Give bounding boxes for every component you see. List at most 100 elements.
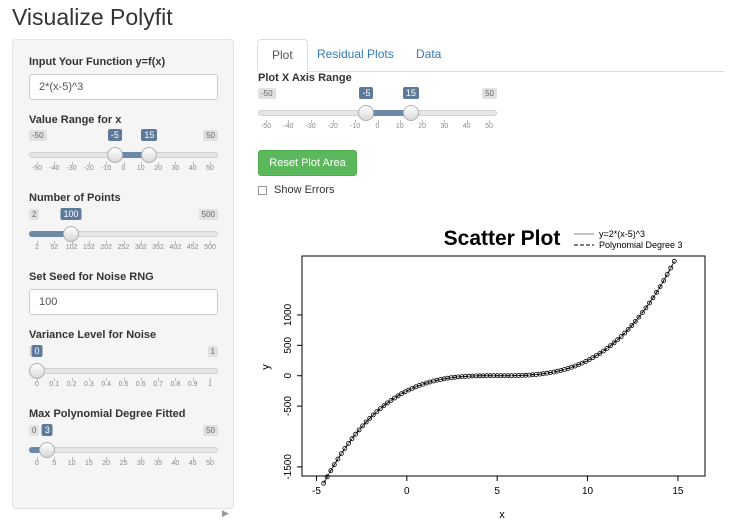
data-point [604,345,610,351]
data-point [321,480,327,486]
reset-plot-button[interactable]: Reset Plot Area [258,150,357,176]
slider-tick-label: 40 [188,165,197,172]
seed-label: Set Seed for Noise RNG [29,271,154,283]
slider-tick [37,378,38,381]
tab-residual-plots[interactable]: Residual Plots [317,47,394,61]
slider-tick-label: 152 [83,244,95,251]
data-point [608,343,613,349]
data-point [469,373,475,379]
slider-tick [140,457,142,460]
data-point [409,385,415,391]
slider-tick [192,378,194,381]
slider-tick [192,241,194,244]
slider-handle[interactable] [63,226,80,242]
data-point [579,360,585,366]
x-tick-label: 0 [404,486,410,497]
slider-tick-label: 0 [375,123,380,130]
slider-from-handle[interactable] [358,105,375,121]
data-point [487,373,493,379]
play-icon[interactable]: ▶ [222,508,229,518]
slider-tick-label: 52 [50,244,59,251]
app-title: Visualize Polyfit [12,4,173,30]
slider-max-label: 500 [198,209,218,220]
slider-tick-label: 20 [102,460,111,467]
slider-to-handle[interactable] [141,147,158,163]
slider-handle[interactable] [29,363,45,379]
data-point [338,451,344,457]
slider-ticks: -50 -40 -30 -20 -10 0 10 20 30 40 50 [29,162,218,176]
slider-tick [71,241,73,244]
slider-tick [377,120,379,123]
data-point [423,380,429,386]
tab-plot[interactable]: Plot [257,39,308,72]
data-point [349,436,355,442]
slider-tick-label: 452 [186,244,199,251]
data-point [625,326,631,332]
slider-tick-label: 50 [206,460,214,467]
data-point [431,378,436,384]
slider-tick-label: -40 [49,165,60,172]
legend-label-fit: Polynomial Degree 3 [599,240,683,250]
slider-tick-label: 252 [117,244,130,251]
slider-tick-label: 102 [65,244,78,251]
slider-handle[interactable] [39,442,56,458]
slider-to-handle[interactable] [402,105,419,121]
y-tick-label: 500 [283,337,294,354]
data-point [445,375,451,381]
slider-tick [210,378,211,381]
data-point [537,371,543,377]
num-points-slider[interactable]: 2 500 2 52 102 152 202 252 302 352 402 452 500 100 [29,208,218,255]
slider-max-label: 50 [203,425,218,436]
show-errors-checkbox[interactable] [258,186,267,195]
data-point [353,431,359,437]
data-point [576,362,582,368]
chart-title: Scatter Plot [444,227,561,250]
data-point [618,334,624,339]
slider-tick [54,241,56,244]
slider-selected-bar [29,231,72,237]
data-point [622,330,628,336]
data-point [558,367,564,373]
data-point [459,374,465,380]
data-point [498,373,504,379]
slider-tick [88,378,90,381]
slider-max-label: 1 [207,346,218,357]
data-point [505,373,511,379]
value-range-slider[interactable]: -50 50 -50 -40 -30 -20 -10 0 10 20 30 40 50 -5 15 [29,129,218,176]
data-point [668,265,674,271]
slider-value-label: 100 [60,208,82,220]
slider-tick [192,162,194,165]
tab-data[interactable]: Data [416,47,442,61]
slider-to-label: 15 [141,129,158,141]
slider-tick [158,378,160,381]
data-point [519,372,525,378]
x-tick-label: -5 [312,486,321,497]
max-degree-slider[interactable]: 0 50 0 5 10 15 20 25 30 35 40 45 50 3 [29,424,218,471]
data-point [661,278,667,284]
data-point [335,456,341,462]
max-degree-label: Max Polynomial Degree Fitted [29,408,186,420]
slider-tick-label: 0 [35,381,39,388]
data-point [420,381,426,387]
data-point [611,340,617,346]
data-point [384,400,390,406]
slider-tick-label: 20 [418,123,426,130]
data-point [657,284,663,290]
data-point [512,373,518,379]
slider-tick-label: 0.6 [135,381,146,388]
x-range-slider[interactable]: -50 50 -50 -40 -30 -20 -10 0 10 20 30 40 50 -5 15 [258,87,497,134]
slider-ticks: 0 0.1 0.2 0.3 0.4 0.5 0.6 0.7 0.8 0.9 1 [29,378,218,392]
slider-tick [175,162,177,165]
x-tick-label: 5 [494,486,500,497]
seed-input[interactable]: 100 [29,289,218,315]
slider-tick-label: -20 [83,165,94,172]
data-point [555,368,560,374]
data-point [601,348,606,354]
slider-tick-label: 45 [188,460,197,467]
data-point [416,382,422,388]
data-point [643,305,649,311]
slider-from-handle[interactable] [106,147,123,163]
function-input[interactable]: 2*(x-5)^3 [29,74,218,100]
slider-selected-bar [29,447,48,453]
